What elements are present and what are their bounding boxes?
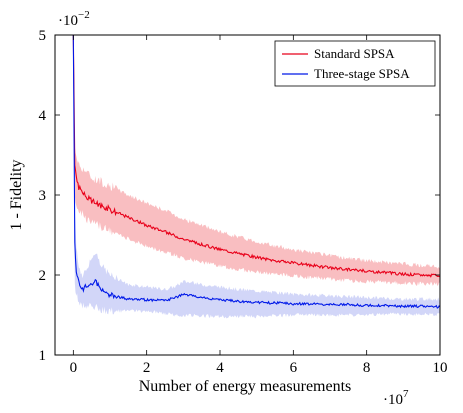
x-tick-label: 4 [216, 360, 224, 376]
x-tick-label: 10 [433, 360, 448, 376]
x-tick-label: 2 [143, 360, 151, 376]
y-tick-label: 5 [39, 28, 47, 44]
y-tick-label: 2 [39, 268, 47, 284]
x-tick-label: 6 [290, 360, 298, 376]
y-axis-multiplier: ·10−2 [58, 9, 90, 29]
band-three-stage-spsa [73, 36, 441, 319]
legend-label-standard-spsa: Standard SPSA [314, 46, 395, 61]
x-multiplier-exponent: 7 [403, 388, 409, 400]
series-lines [72, 34, 441, 309]
band-standard-spsa [73, 35, 441, 286]
y-axis-label: 1 - Fidelity [8, 159, 25, 230]
y-tick-label: 1 [39, 348, 47, 364]
legend: Standard SPSA Three-stage SPSA [274, 40, 436, 87]
y-multiplier-exponent: −2 [78, 9, 90, 21]
x-multiplier-base: ·10 [383, 392, 403, 408]
x-axis-label: Number of energy measurements [139, 378, 352, 395]
y-tick-label: 4 [39, 108, 47, 124]
line-three-stage-spsa [72, 34, 441, 309]
x-tick-label: 0 [70, 360, 78, 376]
x-axis-multiplier: ·107 [383, 388, 409, 408]
x-tick-label: 8 [363, 360, 371, 376]
line-standard-spsa [72, 34, 441, 278]
confidence-bands [73, 35, 441, 319]
legend-box [274, 40, 436, 87]
y-multiplier-base: ·10 [58, 13, 78, 29]
legend-label-three-stage-spsa: Three-stage SPSA [314, 66, 410, 81]
y-tick-label: 3 [39, 188, 47, 204]
